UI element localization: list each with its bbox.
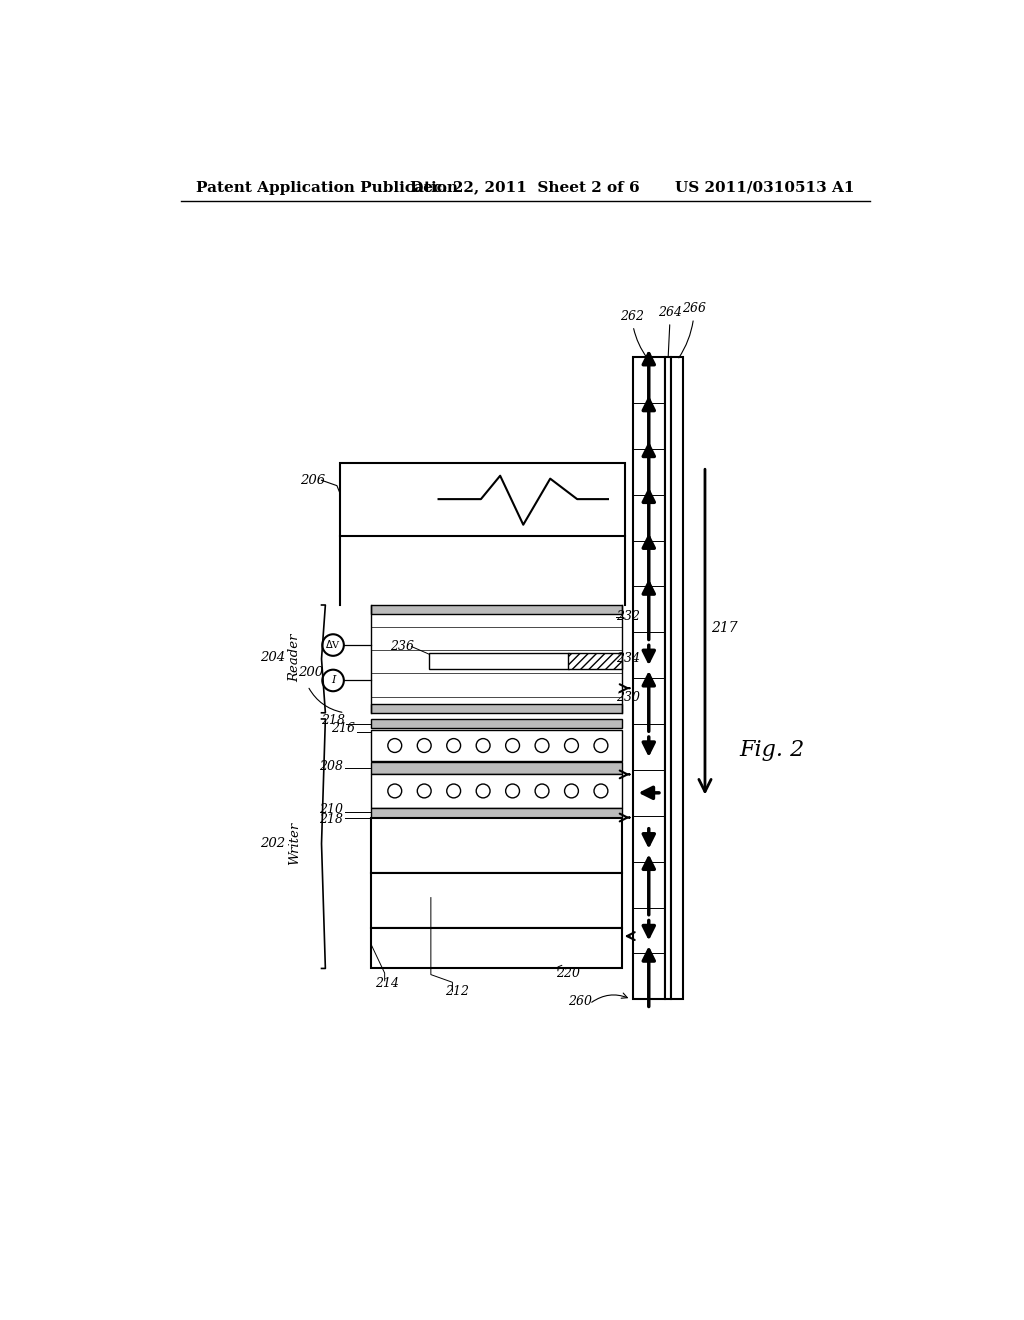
Text: 230: 230 bbox=[615, 690, 640, 704]
Text: 264: 264 bbox=[658, 306, 682, 358]
Text: 210: 210 bbox=[319, 803, 343, 816]
Bar bbox=[671, 358, 683, 999]
Text: 200: 200 bbox=[298, 667, 324, 680]
Bar bbox=[340, 462, 625, 536]
Text: 262: 262 bbox=[620, 310, 647, 358]
Text: 202: 202 bbox=[260, 837, 286, 850]
Bar bbox=[371, 928, 622, 969]
Text: 206: 206 bbox=[300, 474, 325, 487]
Bar bbox=[371, 719, 622, 729]
Text: Writer: Writer bbox=[288, 822, 301, 866]
Text: I: I bbox=[331, 676, 335, 685]
Text: Fig. 2: Fig. 2 bbox=[739, 739, 804, 760]
Bar bbox=[371, 605, 622, 614]
Text: 212: 212 bbox=[444, 985, 469, 998]
Text: 232: 232 bbox=[615, 610, 640, 623]
Bar bbox=[371, 817, 622, 873]
Text: Dec. 22, 2011  Sheet 2 of 6: Dec. 22, 2011 Sheet 2 of 6 bbox=[410, 181, 640, 194]
Bar bbox=[371, 730, 622, 762]
Text: 266: 266 bbox=[679, 302, 707, 358]
Text: 234: 234 bbox=[615, 652, 640, 665]
Text: $\Delta$V: $\Delta$V bbox=[326, 638, 341, 649]
Text: 218: 218 bbox=[319, 813, 343, 825]
Text: 204: 204 bbox=[260, 651, 286, 664]
Text: US 2011/0310513 A1: US 2011/0310513 A1 bbox=[675, 181, 854, 194]
Text: 220: 220 bbox=[556, 966, 580, 979]
Text: Reader: Reader bbox=[288, 634, 301, 681]
Text: 260: 260 bbox=[568, 995, 592, 1008]
Bar bbox=[371, 873, 622, 928]
Text: 216: 216 bbox=[332, 722, 355, 735]
Bar bbox=[371, 775, 622, 808]
Text: Patent Application Publication: Patent Application Publication bbox=[196, 181, 458, 194]
Text: 236: 236 bbox=[389, 640, 414, 653]
Bar bbox=[429, 653, 569, 669]
Bar bbox=[371, 808, 622, 817]
Bar bbox=[371, 704, 622, 713]
Text: 214: 214 bbox=[376, 977, 399, 990]
Text: 208: 208 bbox=[319, 760, 343, 774]
Text: 217: 217 bbox=[711, 622, 737, 635]
Bar bbox=[568, 653, 622, 669]
Bar bbox=[665, 358, 671, 999]
Bar bbox=[633, 358, 665, 999]
Text: 218: 218 bbox=[321, 714, 345, 727]
Bar bbox=[371, 762, 622, 775]
